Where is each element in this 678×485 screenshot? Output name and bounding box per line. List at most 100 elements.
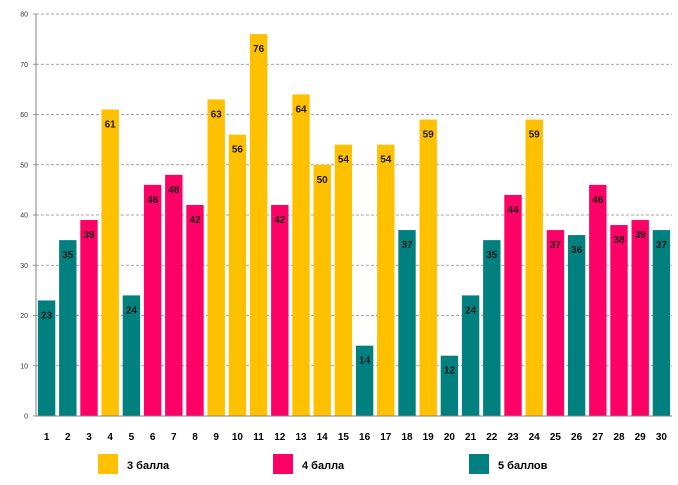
bar-16: [355, 345, 374, 416]
data-label-13: 64: [295, 104, 307, 115]
x-tick-label-1: 1: [44, 432, 50, 443]
data-label-14: 50: [317, 175, 329, 186]
x-tick-label-17: 17: [380, 432, 392, 443]
bar-4: [101, 109, 119, 416]
x-tick-label-12: 12: [274, 432, 286, 443]
data-label-17: 54: [380, 155, 392, 166]
x-tick-label-13: 13: [295, 432, 307, 443]
legend-label: 5 баллов: [498, 460, 548, 472]
data-label-9: 63: [211, 109, 223, 120]
bar-21: [461, 295, 480, 416]
data-label-24: 59: [529, 130, 541, 141]
bar-24: [525, 119, 543, 417]
x-tick-label-2: 2: [65, 432, 71, 443]
bar-7: [165, 174, 183, 416]
data-label-15: 54: [338, 155, 350, 166]
x-tick-label-23: 23: [507, 432, 519, 443]
data-label-2: 35: [62, 250, 74, 261]
data-label-16: 14: [359, 356, 371, 367]
data-label-6: 46: [147, 195, 159, 206]
data-label-7: 48: [168, 185, 180, 196]
x-tick-label-7: 7: [171, 432, 177, 443]
x-tick-label-25: 25: [550, 432, 562, 443]
x-tick-label-10: 10: [232, 432, 244, 443]
data-label-25: 37: [550, 240, 562, 251]
legend-item-3: 3 балла: [98, 454, 170, 474]
data-label-1: 23: [41, 310, 53, 321]
x-tick-label-11: 11: [253, 432, 264, 443]
bar-23: [504, 194, 522, 416]
bar-12: [271, 204, 289, 416]
x-tick-label-21: 21: [465, 432, 477, 443]
bar-17: [377, 144, 395, 416]
data-label-23: 44: [507, 205, 519, 216]
data-label-29: 39: [635, 230, 647, 241]
x-tick-label-22: 22: [486, 432, 498, 443]
data-label-27: 46: [592, 195, 604, 206]
y-tick-label: 10: [20, 363, 28, 370]
bar-3: [80, 220, 98, 416]
bar-25: [546, 230, 565, 416]
bar-19: [419, 119, 437, 417]
bar-1: [37, 300, 56, 416]
x-tick-label-6: 6: [150, 432, 156, 443]
x-axis-ticks: 1 2 3 4 5 6 7 8 9 10 11 12 13 14 15 16 17 18 19 20 21 22 23 24 2…: [44, 432, 668, 443]
data-label-19: 59: [423, 130, 435, 141]
data-label-3: 39: [83, 230, 95, 241]
data-label-10: 56: [232, 145, 244, 156]
data-label-22: 35: [486, 250, 498, 261]
y-tick-label: 60: [20, 112, 28, 119]
data-label-5: 24: [126, 305, 138, 316]
x-tick-label-24: 24: [529, 432, 541, 443]
data-labels: 23 35 39 61 24 46 48 42 63 56 76 42 64 50 54 14 54 37 59 12…: [41, 44, 667, 377]
data-label-30: 37: [656, 240, 668, 251]
bar-6: [143, 184, 162, 416]
bar-11: [249, 34, 268, 416]
data-label-11: 76: [253, 44, 265, 55]
bar-30: [652, 230, 671, 416]
bar-10: [228, 134, 247, 416]
y-tick-label: 50: [20, 162, 28, 169]
y-tick-label: 70: [20, 62, 28, 69]
y-tick-label: 30: [20, 263, 28, 270]
legend-item-4: 4 балла: [273, 454, 345, 474]
y-tick-label: 0: [24, 414, 28, 421]
x-tick-label-18: 18: [401, 432, 413, 443]
bars: [37, 34, 671, 417]
bar-9: [207, 99, 225, 417]
legend-swatch: [273, 454, 293, 474]
bar-18: [398, 230, 416, 416]
legend-label: 3 балла: [127, 460, 170, 472]
data-label-21: 24: [465, 305, 477, 316]
data-label-12: 42: [274, 215, 286, 226]
bar-13: [292, 94, 310, 417]
data-label-18: 37: [401, 240, 413, 251]
legend-item-5: 5 баллов: [469, 454, 548, 474]
bar-26: [567, 235, 586, 416]
legend-label: 4 балла: [302, 460, 345, 472]
bar-2: [59, 240, 77, 416]
y-tick-label: 80: [20, 12, 28, 19]
bar-8: [186, 204, 204, 416]
x-tick-label-27: 27: [592, 432, 604, 443]
x-tick-label-16: 16: [359, 432, 371, 443]
x-tick-label-3: 3: [86, 432, 92, 443]
x-tick-label-29: 29: [635, 432, 647, 443]
data-label-20: 12: [444, 366, 456, 377]
legend-swatch: [98, 454, 118, 474]
bar-5: [122, 295, 141, 416]
x-tick-label-28: 28: [613, 432, 625, 443]
legend: 3 балла 4 балла 5 баллов: [98, 454, 548, 474]
y-axis-ticks: 0 10 20 30 40 50 60 70 80: [20, 12, 28, 421]
x-tick-label-20: 20: [444, 432, 456, 443]
x-tick-label-9: 9: [213, 432, 219, 443]
bar-29: [631, 220, 649, 416]
data-label-8: 42: [189, 215, 201, 226]
x-tick-label-26: 26: [571, 432, 583, 443]
y-tick-label: 20: [20, 313, 28, 320]
x-tick-label-14: 14: [317, 432, 329, 443]
data-label-28: 38: [613, 235, 625, 246]
bar-27: [589, 184, 607, 416]
